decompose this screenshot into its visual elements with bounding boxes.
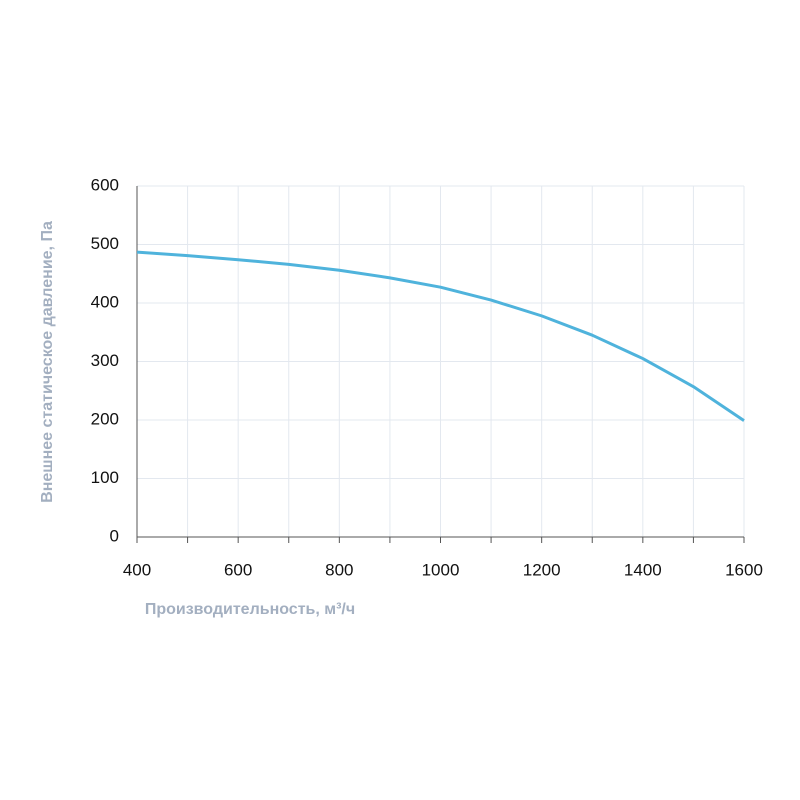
- y-tick-label: 0: [110, 526, 119, 545]
- y-tick-label: 100: [91, 468, 119, 487]
- y-tick-label: 600: [91, 175, 119, 194]
- y-tick-label: 400: [91, 292, 119, 311]
- x-tick-label: 600: [224, 560, 252, 579]
- x-tick-label: 1600: [725, 560, 763, 579]
- y-tick-label: 500: [91, 234, 119, 253]
- x-tick-label: 800: [325, 560, 353, 579]
- y-tick-label: 200: [91, 409, 119, 428]
- y-axis-label: Внешнее статическое давление, Па: [39, 221, 56, 503]
- x-tick-label: 1000: [422, 560, 460, 579]
- x-tick-label: 1200: [523, 560, 561, 579]
- y-tick-label: 300: [91, 351, 119, 370]
- x-axis-label: Производительность, м³/ч: [145, 601, 355, 618]
- x-tick-label: 400: [123, 560, 151, 579]
- x-tick-label: 1400: [624, 560, 662, 579]
- data-line: [136, 250, 745, 422]
